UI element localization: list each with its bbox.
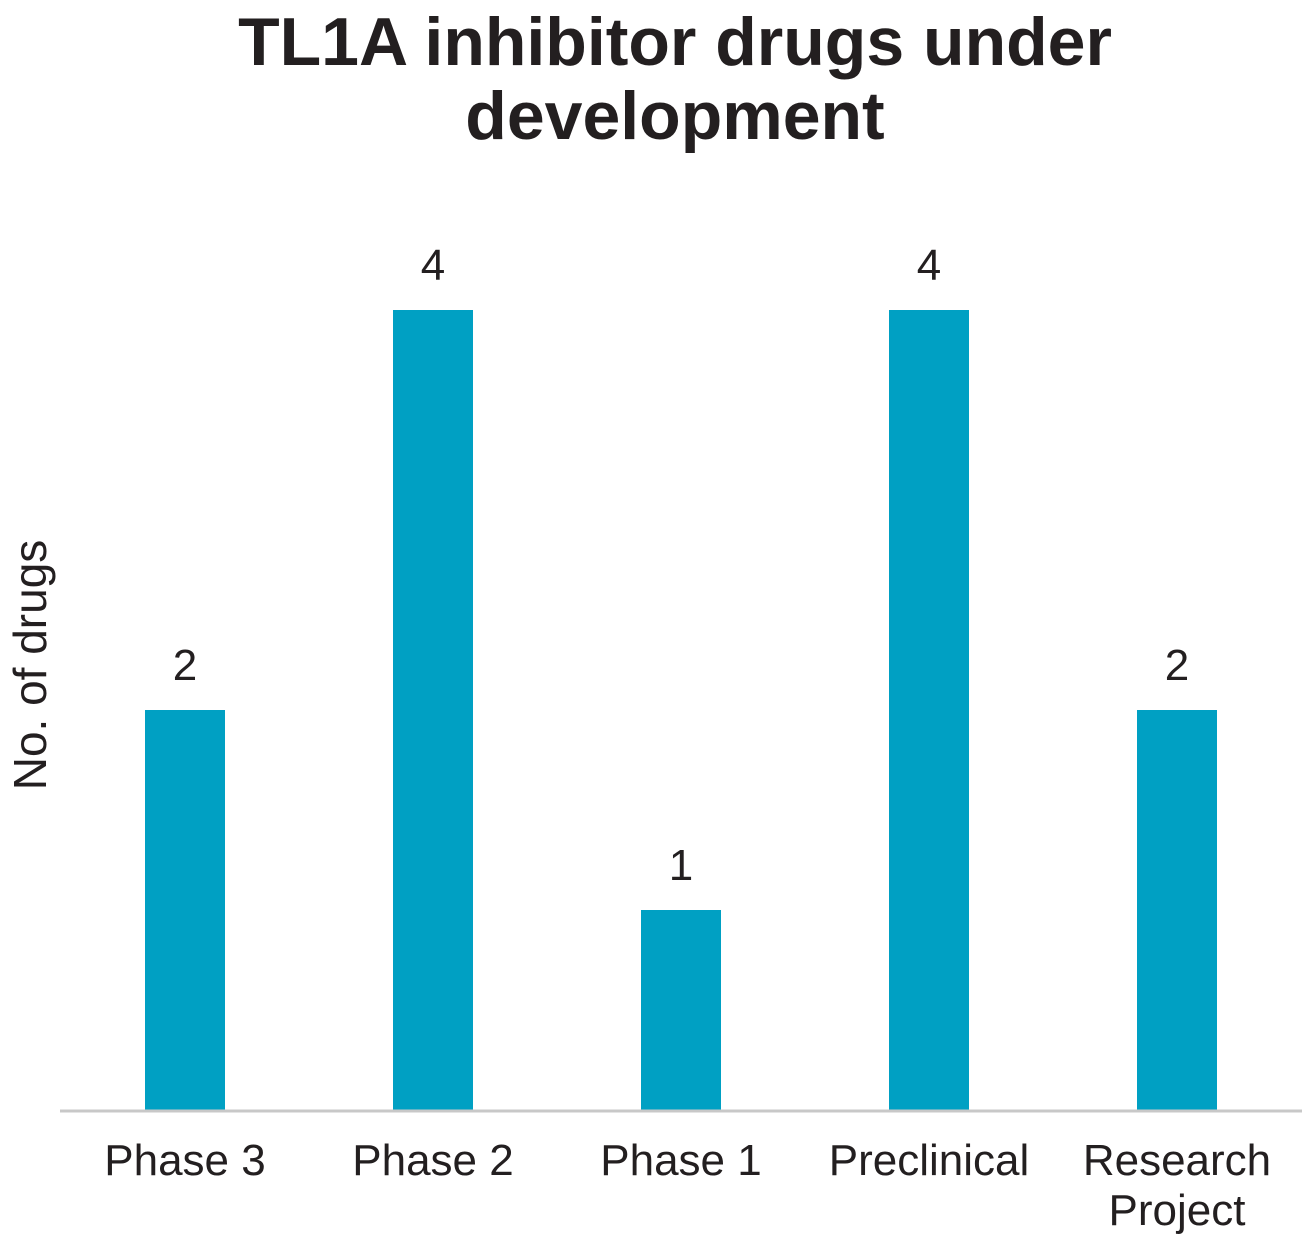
bar-1 (393, 310, 473, 1110)
bar-2 (641, 910, 721, 1110)
x-tick-label-3: Preclinical (829, 1136, 1030, 1185)
data-label-3: 4 (917, 241, 941, 290)
x-tick-label-4-1: Project (1109, 1186, 1246, 1235)
data-label-4: 2 (1165, 641, 1189, 690)
data-label-0: 2 (173, 641, 197, 690)
title-line-2: development (465, 78, 885, 154)
x-tick-label-4: Research (1083, 1136, 1271, 1185)
bar-3 (889, 310, 969, 1110)
x-tick-label-0: Phase 3 (104, 1136, 265, 1185)
data-label-1: 4 (421, 241, 445, 290)
data-label-2: 1 (669, 841, 693, 890)
bar-4 (1137, 710, 1217, 1110)
y-axis-label: No. of drugs (4, 540, 56, 791)
chart-title: TL1A inhibitor drugs under development (0, 5, 1302, 153)
x-tick-label-1: Phase 2 (352, 1136, 513, 1185)
x-tick-label-2: Phase 1 (600, 1136, 761, 1185)
title-line-1: TL1A inhibitor drugs under (238, 4, 1112, 80)
bar-0 (145, 710, 225, 1110)
